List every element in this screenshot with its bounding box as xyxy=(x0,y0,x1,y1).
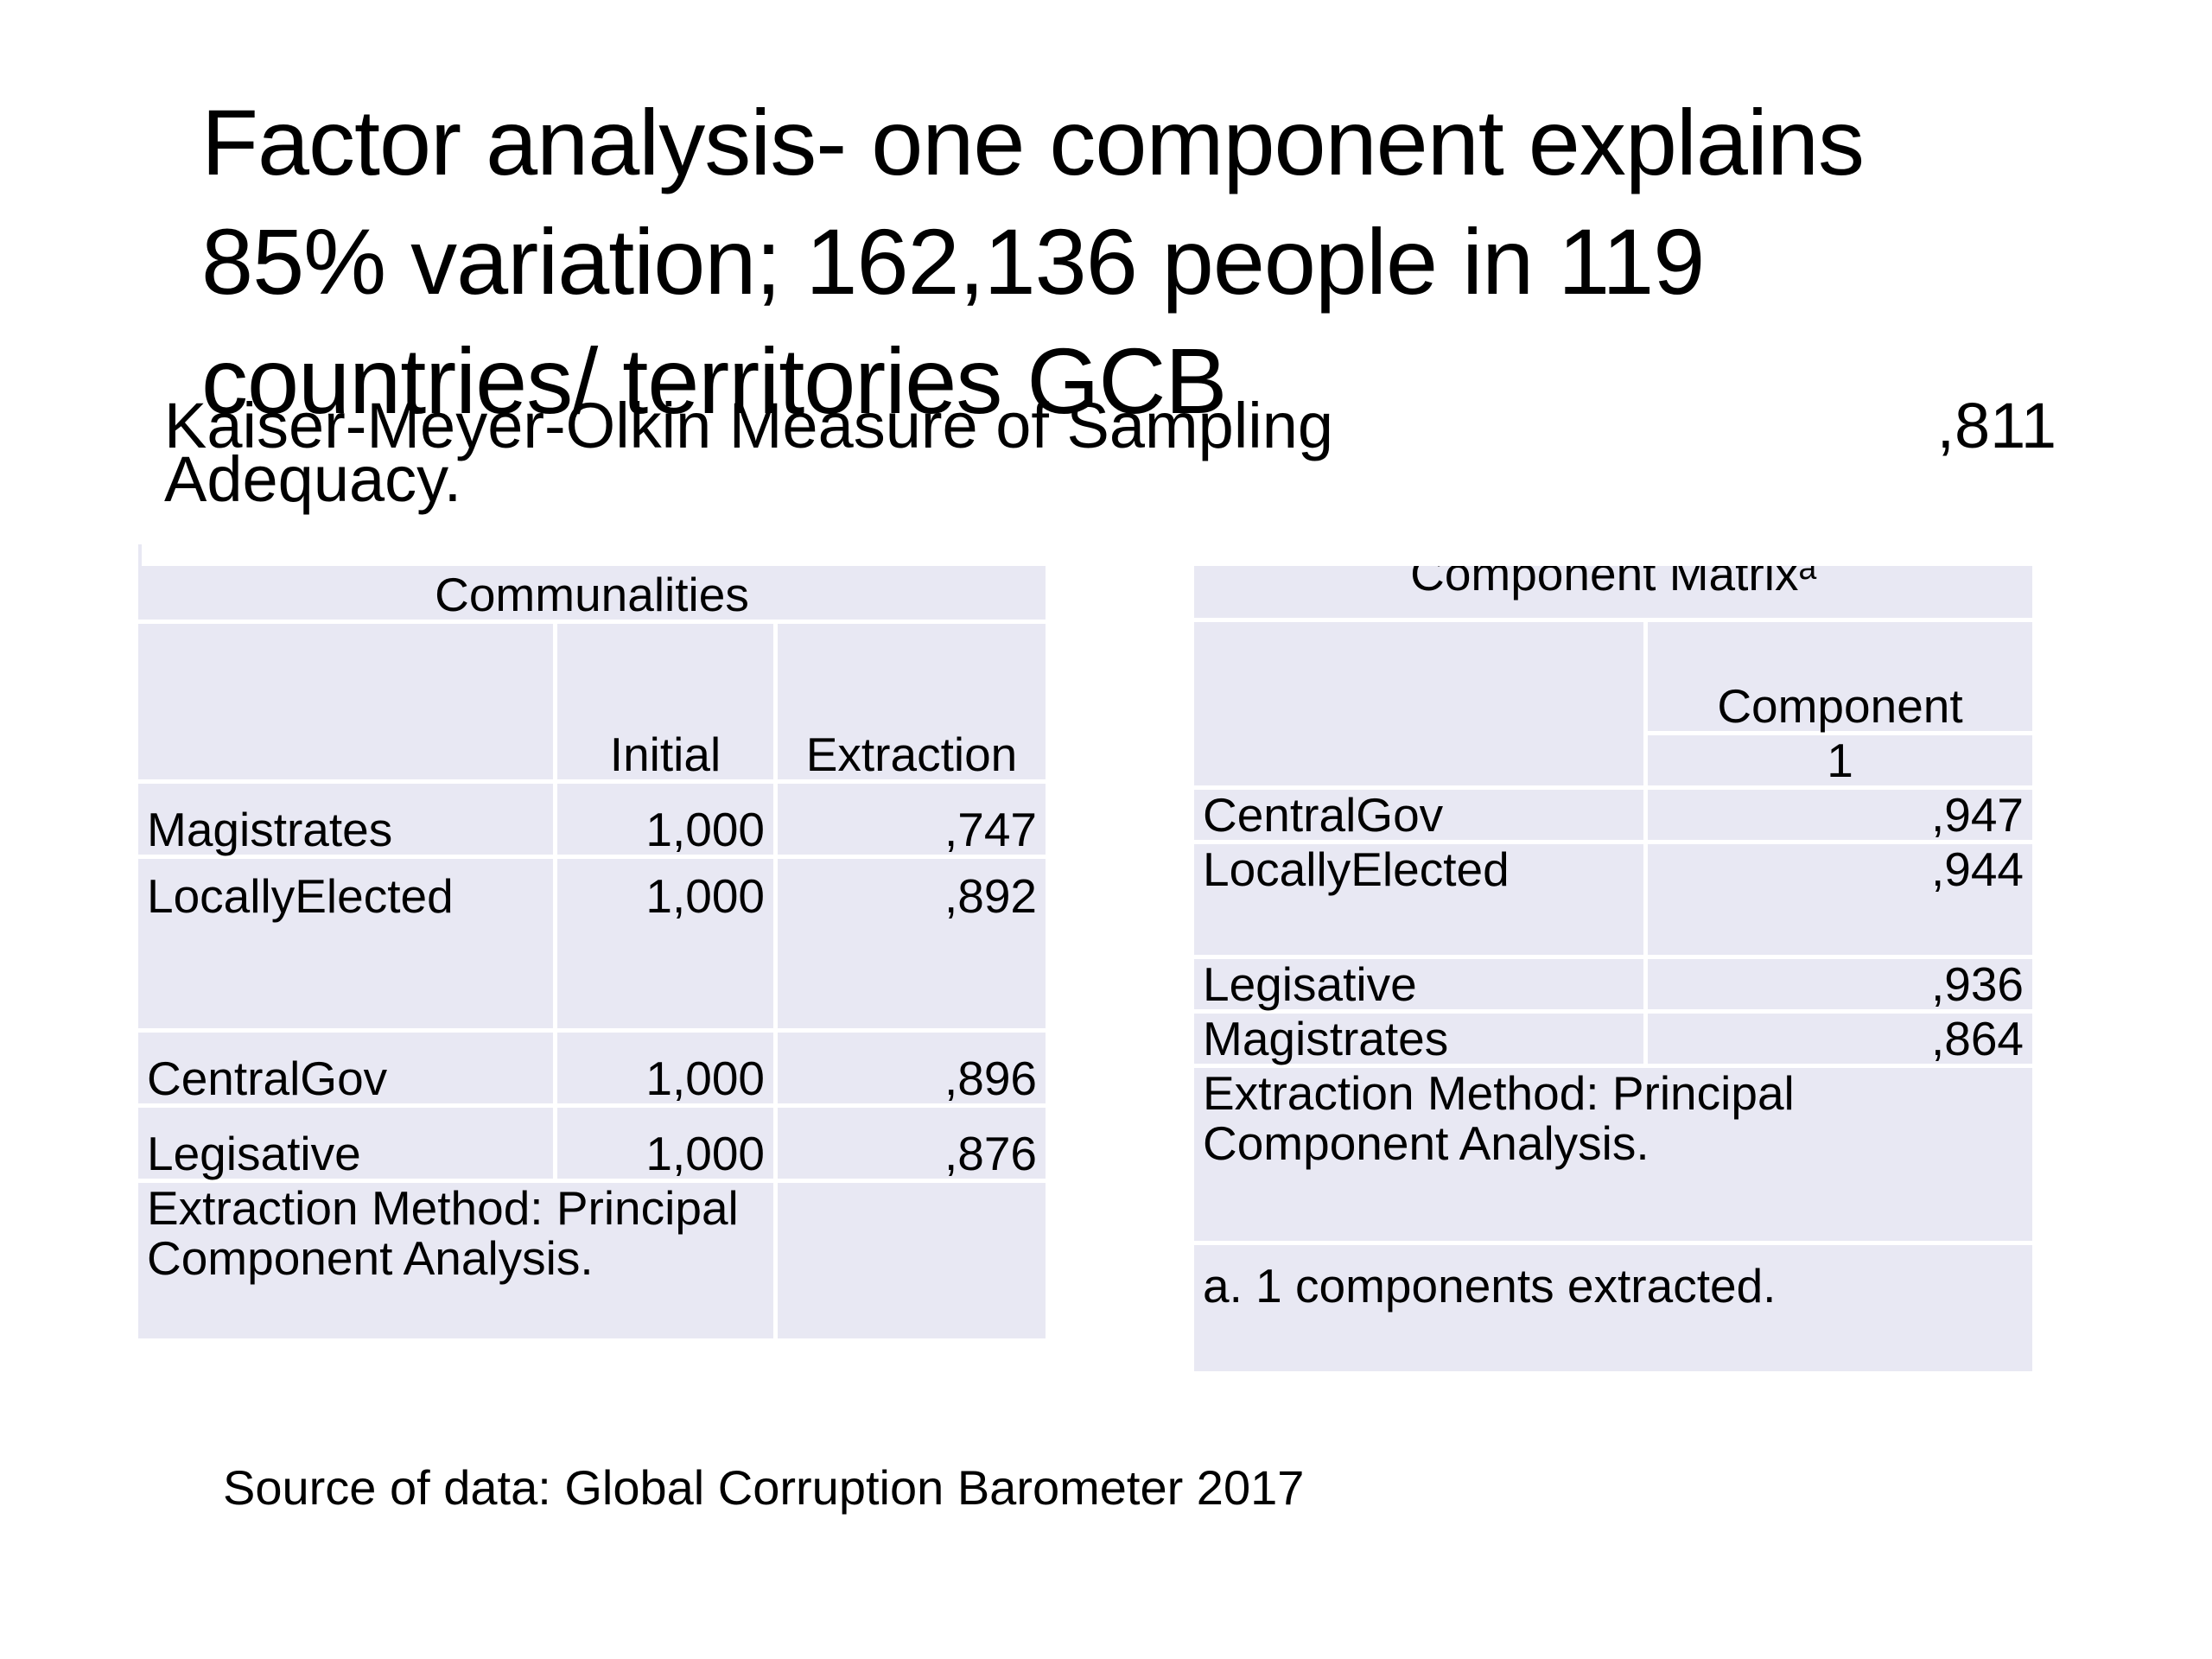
component-matrix-caption: Component Matrixᵃ xyxy=(1194,566,2032,622)
row-initial: 1,000 xyxy=(557,859,778,1033)
table-corner-notch xyxy=(138,544,154,569)
component-matrix-caption-text: Component Matrixᵃ xyxy=(1410,566,1816,601)
kmo-label: Kaiser-Meyer-Olkin Measure of Sampling A… xyxy=(164,390,1334,515)
row-value: ,947 xyxy=(1648,790,2032,844)
data-source-note: Source of data: Global Corruption Barome… xyxy=(223,1460,1305,1515)
row-label: CentralGov xyxy=(1194,790,1648,844)
row-value: ,936 xyxy=(1648,959,2032,1014)
slide-title: Factor analysis- one component explains … xyxy=(201,90,1865,433)
row-initial: 1,000 xyxy=(557,1108,778,1183)
table-header-row: Component xyxy=(1194,622,2032,790)
row-extraction: ,896 xyxy=(778,1033,1046,1108)
table-row: Magistrates ,864 xyxy=(1194,1014,2032,1068)
row-label: Magistrates xyxy=(1194,1014,1648,1068)
row-extraction: ,892 xyxy=(778,859,1046,1033)
header-empty-cell xyxy=(1194,622,1648,790)
footnote-empty-cell xyxy=(778,1183,1046,1338)
communalities-caption: Communalities xyxy=(138,566,1046,624)
table-footnote-row: Extraction Method: Principal Component A… xyxy=(138,1183,1046,1338)
row-label: LocallyElected xyxy=(1194,844,1648,959)
row-label: LocallyElected xyxy=(138,859,557,1033)
component-matrix-footnote: Extraction Method: Principal Component A… xyxy=(1194,1068,2032,1245)
row-label: Legisative xyxy=(138,1108,557,1183)
row-label: CentralGov xyxy=(138,1033,557,1108)
table-row: LocallyElected 1,000 ,892 xyxy=(138,859,1046,1033)
row-initial: 1,000 xyxy=(557,784,778,859)
table-caption-row: Communalities xyxy=(138,566,1046,624)
table-row: Legisative ,936 xyxy=(1194,959,2032,1014)
row-value: ,944 xyxy=(1648,844,2032,959)
communalities-caption-text: Communalities xyxy=(435,568,749,621)
table-caption-row: Component Matrixᵃ xyxy=(1194,566,2032,622)
table-header-row: Initial Extraction xyxy=(138,624,1046,784)
row-extraction: ,747 xyxy=(778,784,1046,859)
table-row: Magistrates 1,000 ,747 xyxy=(138,784,1046,859)
table-subheader-row: 1 xyxy=(1194,735,2032,790)
table-footnote-row: Extraction Method: Principal Component A… xyxy=(1194,1068,2032,1245)
header-initial: Initial xyxy=(557,624,778,784)
header-component-number: 1 xyxy=(1648,735,2032,790)
kmo-value: ,811 xyxy=(1936,390,2056,461)
header-extraction: Extraction xyxy=(778,624,1046,784)
row-initial: 1,000 xyxy=(557,1033,778,1108)
table-row: CentralGov ,947 xyxy=(1194,790,2032,844)
table-row: CentralGov 1,000 ,896 xyxy=(138,1033,1046,1108)
header-empty-cell xyxy=(138,624,557,784)
communalities-footnote: Extraction Method: Principal Component A… xyxy=(138,1183,778,1338)
component-matrix-table: Component Matrixᵃ Component 1 CentralGov… xyxy=(1194,566,2032,1371)
row-label: Legisative xyxy=(1194,959,1648,1014)
communalities-table: Communalities Initial Extraction Magistr… xyxy=(138,566,1046,1338)
table-footnote-row: a. 1 components extracted. xyxy=(1194,1245,2032,1371)
table-row: Legisative 1,000 ,876 xyxy=(138,1108,1046,1183)
table-row: LocallyElected ,944 xyxy=(1194,844,2032,959)
component-matrix-footnote-a: a. 1 components extracted. xyxy=(1203,1259,1777,1313)
row-extraction: ,876 xyxy=(778,1108,1046,1183)
header-component: Component xyxy=(1648,622,2032,735)
row-value: ,864 xyxy=(1648,1014,2032,1068)
row-label: Magistrates xyxy=(138,784,557,859)
